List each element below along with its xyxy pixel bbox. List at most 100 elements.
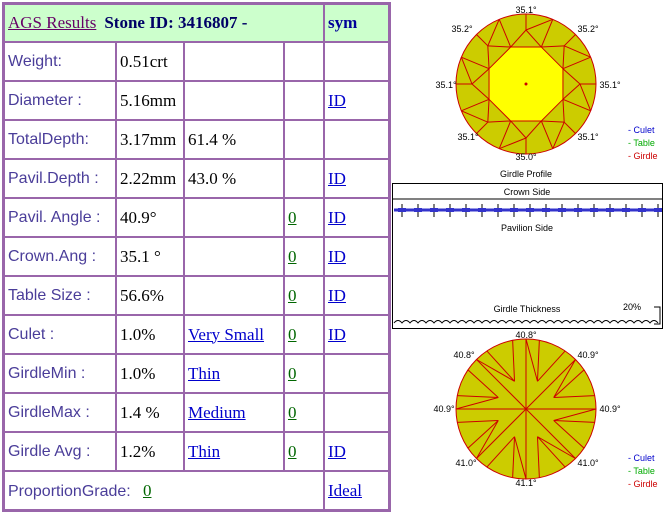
crown-facet-lines [456,14,596,154]
ags-results-title: AGS Results [8,13,97,32]
crown-angle-top: 35.1° [515,5,537,15]
facet-line [510,29,527,48]
diameter-id-link[interactable]: ID [328,90,346,110]
facet-line [562,83,581,100]
table-size-sym-link[interactable]: 0 [288,285,297,305]
culet-dot [524,82,528,86]
facet-line [562,45,565,69]
pavilion-angle-left: 40.9° [433,404,455,414]
table-row: Girdle Avg : 1.2% Thin 0 ID [4,432,389,471]
thickness-scale-bracket [654,306,661,325]
row-value: 40.9° [116,198,184,237]
crown-angle-bottom-right: 35.1° [577,132,599,142]
pavilion-angle-top-right: 40.9° [577,350,599,360]
culet-sym-link[interactable]: 0 [288,324,297,344]
row-extra [184,42,284,81]
girdle-min-sym-link[interactable]: 0 [288,363,297,383]
girdle-avg-sym-link[interactable]: 0 [288,441,297,461]
table-row: Weight: 0.51crt [4,42,389,81]
crown-angle-sym-link[interactable]: 0 [288,246,297,266]
table-row: GirdleMin : 1.0% Thin 0 [4,354,389,393]
pavil-angle-sym-link[interactable]: 0 [288,207,297,227]
sym-header-cell: sym [324,4,389,42]
proportion-grade-value-link[interactable]: 0 [142,480,152,500]
crown-angle-id-link[interactable]: ID [328,246,346,266]
facet-line [487,99,490,123]
row-label: GirdleMax : [4,393,116,432]
crown-angle-top-left: 35.2° [451,24,473,34]
row-sym-link [284,42,324,81]
girdle-avg-grade-link[interactable]: Thin [188,441,221,461]
facet-line [486,350,515,382]
row-value: 1.2% [116,432,184,471]
girdle-min-grade-link[interactable]: Thin [188,363,221,383]
facet-line [552,121,565,149]
facet-line [461,98,490,112]
facet-line [487,45,511,48]
row-percent: 43.0 % [184,159,284,198]
facet-line [512,436,516,478]
profile-marker [398,208,406,212]
facet-line [487,120,511,123]
facet-line [476,420,499,459]
pavil-angle-id-link[interactable]: ID [328,207,346,227]
facet-line [536,340,540,382]
facet-line [553,420,585,449]
facet-line [525,18,553,31]
crown-angle-left: 35.1° [435,80,457,90]
girdle-profile-caption: Girdle Profile [500,169,552,179]
profile-marker [558,208,566,212]
proportion-grade-label: ProportionGrade: [8,482,131,500]
girdle-avg-id-link[interactable]: ID [328,441,346,461]
facet-line [541,45,565,48]
facet-line [579,83,592,111]
ideal-grade-link[interactable]: Ideal [328,480,362,500]
table-row: ProportionGrade: 0 Ideal [4,471,389,510]
ags-results-table: AGS Results Stone ID: 3416807 - sym Weigh… [2,2,391,512]
crown-side-label: Crown Side [504,187,551,197]
facet-line [476,359,527,410]
row-extra [184,237,284,276]
facet-line [553,408,597,421]
facet-line [563,34,576,47]
row-label: Pavil.Depth : [4,159,116,198]
row-extra [184,276,284,315]
facet-line [467,420,499,449]
facet-line [562,68,581,85]
pavilion-angle-top: 40.8° [515,330,537,340]
stone-id-label: Stone ID: 3416807 - [104,13,248,32]
table-row: Pavil.Depth : 2.22mm 43.0 % ID [4,159,389,198]
profile-marker [414,208,422,212]
facet-line [553,369,585,398]
facet-line [461,110,489,123]
row-id-link [324,393,389,432]
facet-line [476,408,527,459]
girdle-thickness-wave [393,320,659,324]
facet-line [471,68,490,85]
facet-line [476,359,515,382]
girdle-max-grade-link[interactable]: Medium [188,402,246,422]
facet-line [498,19,512,48]
girdle-max-sym-link[interactable]: 0 [288,402,297,422]
table-row: Crown.Ang : 35.1 ° 0 ID [4,237,389,276]
facet-line [487,19,500,47]
row-value: 56.6% [116,276,184,315]
pavilion-angle-right: 40.9° [599,404,621,414]
row-label: Pavil. Angle : [4,198,116,237]
facet-line [525,120,542,139]
crown-angle-bottom: 35.0° [515,152,537,162]
facet-line [499,137,527,150]
culet-grade-link[interactable]: Very Small [188,324,265,344]
profile-marker [654,208,662,212]
pavilion-angle-top-left: 40.8° [453,350,475,360]
profile-marker [638,208,646,212]
profile-marker [510,208,518,212]
table-size-id-link[interactable]: ID [328,285,346,305]
culet-id-link[interactable]: ID [328,324,346,344]
row-label: Table Size : [4,276,116,315]
facet-line [525,408,576,459]
pavil-depth-id-link[interactable]: ID [328,168,346,188]
crown-angle-top-right: 35.2° [577,24,599,34]
facet-line [537,436,576,459]
facet-line [553,395,595,399]
